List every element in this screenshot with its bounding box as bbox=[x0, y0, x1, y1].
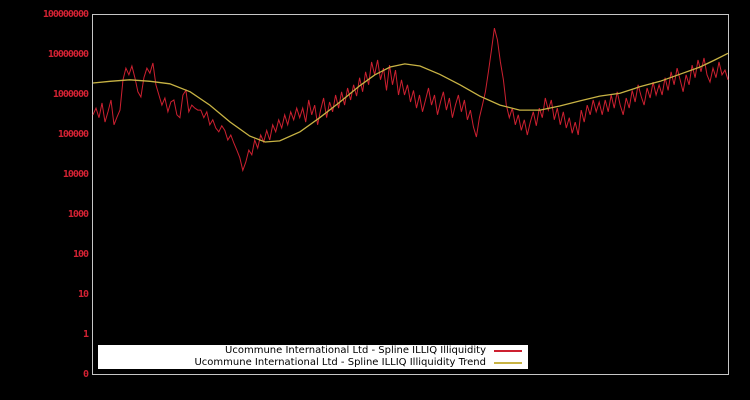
y-tick-label: 1000 bbox=[67, 209, 89, 220]
legend-line-sample-yellow bbox=[494, 362, 522, 364]
y-tick-label: 10000000 bbox=[47, 49, 89, 60]
y-tick-label: 1 bbox=[82, 329, 89, 340]
y-tick-label: 1000000 bbox=[52, 89, 89, 100]
illiquidity-trend-line bbox=[92, 52, 729, 143]
y-tick-label: 100000 bbox=[57, 129, 89, 140]
y-tick-label: 0 bbox=[82, 369, 89, 380]
legend-entry-trend: Ucommune International Ltd - Spline ILLI… bbox=[98, 357, 528, 369]
y-tick-label: 100000000 bbox=[42, 9, 89, 20]
legend-line-sample-red bbox=[494, 350, 522, 352]
legend-entry-illiquidity: Ucommune International Ltd - Spline ILLI… bbox=[98, 345, 528, 357]
legend-label-illiquidity: Ucommune International Ltd - Spline ILLI… bbox=[225, 345, 486, 356]
y-tick-label: 10 bbox=[77, 289, 89, 300]
y-tick-label: 100 bbox=[72, 249, 89, 260]
y-tick-label: 10000 bbox=[62, 169, 89, 180]
legend-label-trend: Ucommune International Ltd - Spline ILLI… bbox=[194, 357, 486, 368]
plot-border bbox=[92, 14, 729, 375]
legend-box: Ucommune International Ltd - Spline ILLI… bbox=[98, 345, 528, 369]
illiquidity-line-series bbox=[92, 27, 729, 173]
